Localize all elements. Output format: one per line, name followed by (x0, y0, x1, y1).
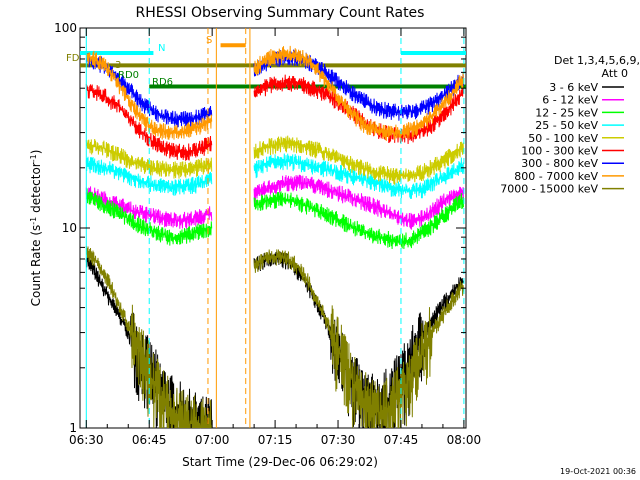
y-tick-label-1: 10 (62, 221, 77, 235)
flag-label-1: N (158, 43, 165, 54)
flag-label-5: 3 (115, 60, 121, 71)
flag-bars (80, 43, 466, 89)
legend-label-3: 25 - 50 keV (535, 119, 598, 132)
x-tick-label-3: 07:15 (258, 433, 293, 447)
series-layer (85, 45, 464, 429)
chart-title: RHESSI Observing Summary Count Rates (136, 5, 425, 21)
series-line-4-0 (85, 138, 213, 179)
y-axis-label-main: Count Rate (s (29, 225, 43, 307)
y-axis-label-mid: detector (29, 162, 43, 217)
x-tick-label-1: 06:45 (132, 433, 167, 447)
legend-label-4: 50 - 100 keV (528, 132, 598, 145)
flag-label-4: RD6 (152, 77, 173, 88)
legend-label-2: 12 - 25 keV (535, 106, 598, 119)
x-axis-label: Start Time (29-Dec-06 06:29:02) (182, 455, 378, 469)
legend-label-8: 7000 - 15000 keV (500, 183, 598, 196)
y-axis-label: Count Rate (s-1 detector-1) (29, 150, 43, 307)
legend-label-7: 800 - 7000 keV (514, 170, 598, 183)
x-tick-label-5: 07:45 (384, 433, 419, 447)
series-line-6-1 (253, 49, 464, 121)
flag-label-2: S (206, 35, 212, 46)
y-axis-label-end: ) (29, 150, 43, 155)
series-line-7-1 (253, 45, 464, 142)
x-tick-label-6: 08:00 (447, 433, 482, 447)
y-axis: 1 10 100 (54, 21, 466, 435)
series-line-1-1 (253, 174, 464, 230)
series-line-4-1 (253, 135, 464, 185)
flag-label-0: FD (66, 53, 80, 64)
series-line-3-1 (253, 153, 464, 199)
footer-date: 19-Oct-2021 00:36 (560, 467, 636, 476)
legend-label-6: 300 - 800 keV (521, 157, 598, 170)
x-tick-label-0: 06:30 (69, 433, 104, 447)
legend-header-2: Att 0 (602, 67, 628, 80)
series-line-8-0 (85, 245, 213, 429)
x-tick-label-2: 07:00 (195, 433, 230, 447)
y-tick-label-2: 100 (54, 21, 77, 35)
series-line-3-0 (85, 156, 213, 196)
flag-label-3: RD0 (118, 70, 139, 81)
y-axis-label-sup2: -1 (29, 154, 38, 162)
legend-label-5: 100 - 300 keV (521, 145, 598, 158)
vertical-markers (85, 28, 465, 428)
flag-labels: FD N S RD0 RD6 3 (66, 35, 212, 88)
x-axis: 06:30 06:45 07:00 07:15 07:30 07:45 08:00 (69, 28, 481, 447)
series-line-2-1 (253, 191, 464, 250)
y-axis-label-sup1: -1 (29, 217, 38, 225)
series-line-8-1 (253, 249, 464, 429)
x-tick-label-4: 07:30 (321, 433, 356, 447)
legend-header-1: Det 1,3,4,5,6,9, (554, 54, 640, 67)
legend-label-0: 3 - 6 keV (549, 81, 598, 94)
legend-label-1: 6 - 12 keV (542, 94, 598, 107)
y-tick-label-0: 1 (69, 421, 77, 435)
